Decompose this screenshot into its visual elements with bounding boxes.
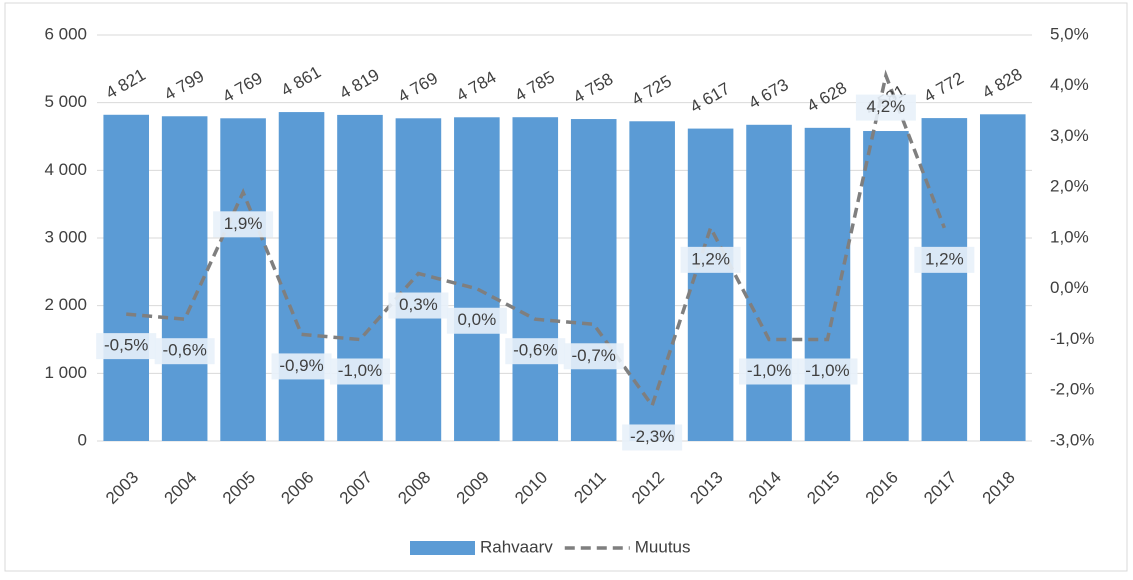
line-label-box [797, 358, 858, 385]
line-value-label: 0,3% [399, 295, 438, 314]
line-label-box [329, 358, 390, 385]
line-value-label: -0,9% [279, 356, 323, 375]
y2-tick-label: -1,0% [1050, 329, 1094, 348]
y-tick-label: 2 000 [44, 295, 87, 314]
bar [220, 118, 266, 441]
y2-tick-label: 0,0% [1050, 278, 1089, 297]
y-tick-label: 1 000 [44, 363, 87, 382]
bar [337, 114, 383, 441]
bar [687, 128, 734, 441]
line-label-box [96, 333, 157, 360]
line-label-box [739, 358, 800, 385]
y-tick-label: 3 000 [44, 227, 87, 246]
y2-tick-label: 3,0% [1050, 126, 1089, 145]
line-value-label: -0,5% [104, 336, 148, 355]
bar [629, 121, 675, 442]
line-label-box [563, 343, 624, 370]
bar [570, 119, 617, 442]
line-label-box [914, 246, 975, 273]
line-value-label: -2,3% [630, 427, 674, 446]
line-label-box [154, 338, 215, 365]
bar [454, 117, 500, 442]
y-tick-label: 5 000 [44, 92, 87, 111]
line-label-box [622, 424, 683, 451]
bar [804, 127, 851, 441]
legend-label: Muutus [635, 537, 691, 556]
y2-tick-label: 2,0% [1050, 177, 1089, 196]
line-value-label: -0,7% [572, 346, 616, 365]
bar [979, 114, 1026, 442]
line-value-label: 1,2% [691, 249, 730, 268]
y2-tick-label: 1,0% [1050, 227, 1089, 246]
line-value-label: 1,9% [224, 214, 263, 233]
line-value-label: 4,2% [867, 97, 906, 116]
line-label-box [855, 94, 916, 121]
y-tick-label: 6 000 [44, 24, 87, 43]
bar [278, 112, 325, 442]
line-label-box [505, 338, 566, 365]
bar [746, 124, 792, 441]
line-label-box [271, 353, 332, 380]
line-label-box [213, 211, 274, 238]
y2-tick-label: 5,0% [1050, 24, 1089, 43]
y2-tick-label: -2,0% [1050, 380, 1094, 399]
line-value-label: -1,0% [338, 361, 382, 380]
y2-tick-label: -3,0% [1050, 430, 1094, 449]
line-value-label: -1,0% [805, 361, 849, 380]
bar [161, 116, 208, 441]
bar [395, 118, 442, 441]
line-value-label: 0,0% [457, 310, 496, 329]
line [126, 69, 946, 410]
line-value-label: -0,6% [513, 341, 557, 360]
bar [512, 117, 559, 441]
line-label-box [680, 246, 741, 273]
line-value-label: -0,6% [162, 341, 206, 360]
line-label-box [388, 292, 449, 319]
bar [863, 131, 909, 442]
y-tick-label: 4 000 [44, 160, 87, 179]
y-tick-label: 0 [78, 430, 87, 449]
legend-label: Rahvaarv [480, 537, 553, 556]
line-label-box [446, 307, 507, 334]
bar [103, 114, 150, 442]
line-value-label: 1,2% [925, 249, 964, 268]
y2-tick-label: 4,0% [1050, 75, 1089, 94]
legend-swatch [410, 541, 475, 555]
bar [921, 118, 968, 441]
line-value-label: -1,0% [747, 361, 791, 380]
